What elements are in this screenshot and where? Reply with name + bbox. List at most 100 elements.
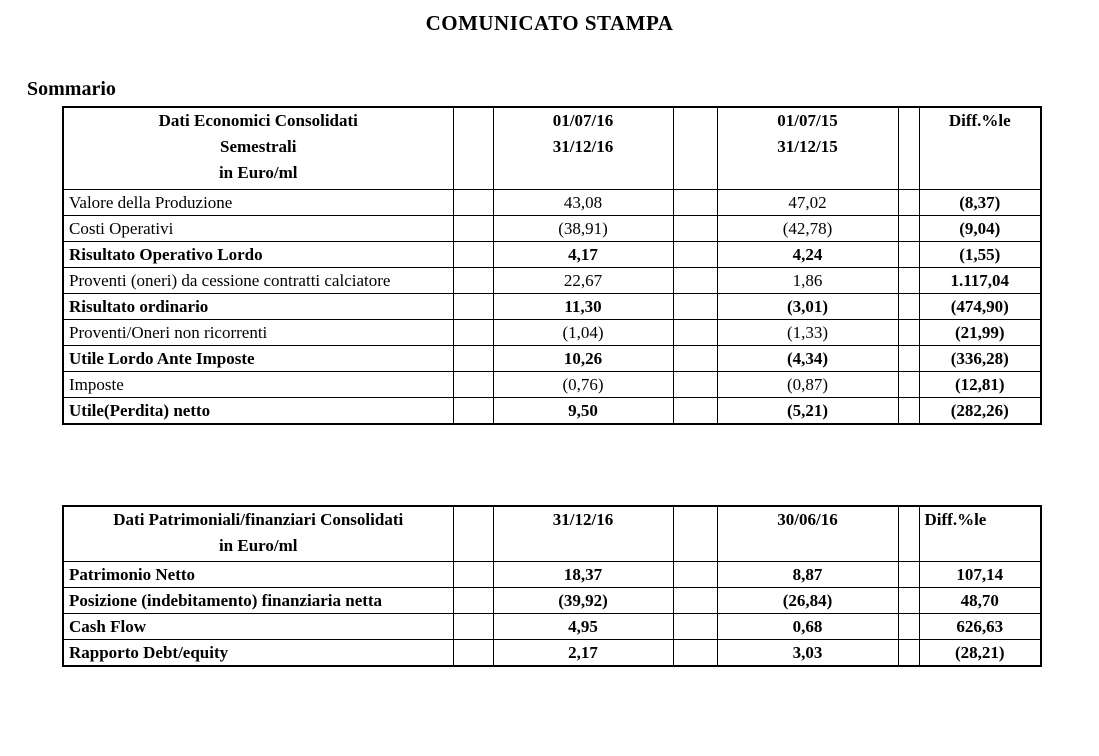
value-cell-prior: 8,87 — [716, 561, 899, 588]
spacer-cell — [672, 505, 718, 562]
value-cell-prior: 1,86 — [716, 267, 899, 294]
value-cell-current: 2,17 — [492, 639, 674, 667]
row-label-cell: Posizione (indebitamento) finanziaria ne… — [62, 587, 454, 614]
diff-cell: 107,14 — [918, 561, 1042, 588]
diff-cell: (9,04) — [918, 215, 1042, 242]
spacer-cell — [452, 639, 494, 667]
spacer-cell — [672, 319, 718, 346]
header-label-cell: Dati Patrimoniali/finanziari Consolidati… — [62, 505, 454, 562]
row-label-cell: Risultato ordinario — [62, 293, 454, 320]
spacer-cell — [672, 215, 718, 242]
diff-cell: (336,28) — [918, 345, 1042, 372]
spacer-cell — [672, 189, 718, 216]
header-period2-cell: 30/06/16 — [716, 505, 899, 562]
value-cell-prior: (4,34) — [716, 345, 899, 372]
diff-cell: (28,21) — [918, 639, 1042, 667]
row-label-cell: Risultato Operativo Lordo — [62, 241, 454, 268]
table-row: Cash Flow 4,95 0,68 626,63 — [62, 613, 1042, 640]
diff-cell: (282,26) — [918, 397, 1042, 425]
spacer-cell — [452, 267, 494, 294]
spacer-cell — [672, 345, 718, 372]
spacer-cell — [452, 505, 494, 562]
header-line: Semestrali — [220, 137, 297, 156]
header-line: Dati Economici Consolidati — [158, 111, 358, 130]
value-cell-current: (0,76) — [492, 371, 674, 398]
value-cell-current: 4,95 — [492, 613, 674, 640]
spacer-cell — [672, 293, 718, 320]
header-period1-cell: 31/12/16 — [492, 505, 674, 562]
spacer-cell — [897, 215, 920, 242]
value-cell-prior: (0,87) — [716, 371, 899, 398]
value-cell-current: (39,92) — [492, 587, 674, 614]
value-cell-current: (1,04) — [492, 319, 674, 346]
spacer-cell — [452, 397, 494, 425]
document-title: COMUNICATO STAMPA — [425, 11, 674, 35]
spacer-cell — [452, 241, 494, 268]
spacer-cell — [672, 371, 718, 398]
economic-summary-table: Dati Economici Consolidati Semestrali in… — [62, 106, 1042, 425]
table-row: Risultato Operativo Lordo 4,17 4,24 (1,5… — [62, 241, 1042, 268]
spacer-cell — [452, 189, 494, 216]
spacer-cell — [672, 587, 718, 614]
row-label-cell: Costi Operativi — [62, 215, 454, 242]
spacer-cell — [452, 371, 494, 398]
table-row: Proventi/Oneri non ricorrenti (1,04) (1,… — [62, 319, 1042, 346]
value-cell-prior: (1,33) — [716, 319, 899, 346]
value-cell-prior: (5,21) — [716, 397, 899, 425]
spacer-cell — [672, 106, 718, 190]
diff-cell: (474,90) — [918, 293, 1042, 320]
spacer-cell — [897, 267, 920, 294]
value-cell-current: 11,30 — [492, 293, 674, 320]
row-label-cell: Valore della Produzione — [62, 189, 454, 216]
diff-cell: (21,99) — [918, 319, 1042, 346]
header-diff-cell: Diff.%le — [918, 106, 1042, 190]
header-line: 31/12/16 — [552, 137, 614, 156]
table-row: Utile(Perdita) netto 9,50 (5,21) (282,26… — [62, 397, 1042, 425]
spacer-cell — [897, 561, 920, 588]
row-label-cell: Utile Lordo Ante Imposte — [62, 345, 454, 372]
economic-table-header-row: Dati Economici Consolidati Semestrali in… — [62, 106, 1042, 190]
row-label-cell: Imposte — [62, 371, 454, 398]
header-line: 01/07/16 — [552, 111, 614, 130]
spacer-cell — [897, 241, 920, 268]
value-cell-current: (38,91) — [492, 215, 674, 242]
spacer-cell — [452, 293, 494, 320]
table-row: Utile Lordo Ante Imposte 10,26 (4,34) (3… — [62, 345, 1042, 372]
header-period2-cell: 01/07/15 31/12/15 — [716, 106, 899, 190]
spacer-cell — [452, 345, 494, 372]
spacer-cell — [672, 397, 718, 425]
row-label-cell: Cash Flow — [62, 613, 454, 640]
row-label-cell: Utile(Perdita) netto — [62, 397, 454, 425]
value-cell-current: 9,50 — [492, 397, 674, 425]
spacer-cell — [897, 189, 920, 216]
table-row: Rapporto Debt/equity 2,17 3,03 (28,21) — [62, 639, 1042, 667]
header-line: Dati Patrimoniali/finanziari Consolidati — [113, 510, 404, 529]
spacer-cell — [452, 106, 494, 190]
value-cell-prior: (3,01) — [716, 293, 899, 320]
diff-cell: 626,63 — [918, 613, 1042, 640]
spacer-cell — [452, 613, 494, 640]
table-row: Imposte (0,76) (0,87) (12,81) — [62, 371, 1042, 398]
value-cell-prior: 3,03 — [716, 639, 899, 667]
spacer-cell — [897, 319, 920, 346]
header-label-cell: Dati Economici Consolidati Semestrali in… — [62, 106, 454, 190]
spacer-cell — [452, 215, 494, 242]
table-row: Risultato ordinario 11,30 (3,01) (474,90… — [62, 293, 1042, 320]
row-label-cell: Patrimonio Netto — [62, 561, 454, 588]
section-heading-sommario: Sommario — [27, 78, 116, 100]
spacer-cell — [897, 505, 920, 562]
value-cell-current: 4,17 — [492, 241, 674, 268]
spacer-cell — [897, 106, 920, 190]
value-cell-prior: (42,78) — [716, 215, 899, 242]
spacer-cell — [672, 639, 718, 667]
diff-cell: (8,37) — [918, 189, 1042, 216]
financial-summary-table: Dati Patrimoniali/finanziari Consolidati… — [62, 505, 1042, 667]
table-row: Patrimonio Netto 18,37 8,87 107,14 — [62, 561, 1042, 588]
spacer-cell — [672, 267, 718, 294]
header-diff-cell: Diff.%le — [918, 505, 1042, 562]
spacer-cell — [897, 345, 920, 372]
table-row: Costi Operativi (38,91) (42,78) (9,04) — [62, 215, 1042, 242]
value-cell-current: 10,26 — [492, 345, 674, 372]
value-cell-current: 43,08 — [492, 189, 674, 216]
